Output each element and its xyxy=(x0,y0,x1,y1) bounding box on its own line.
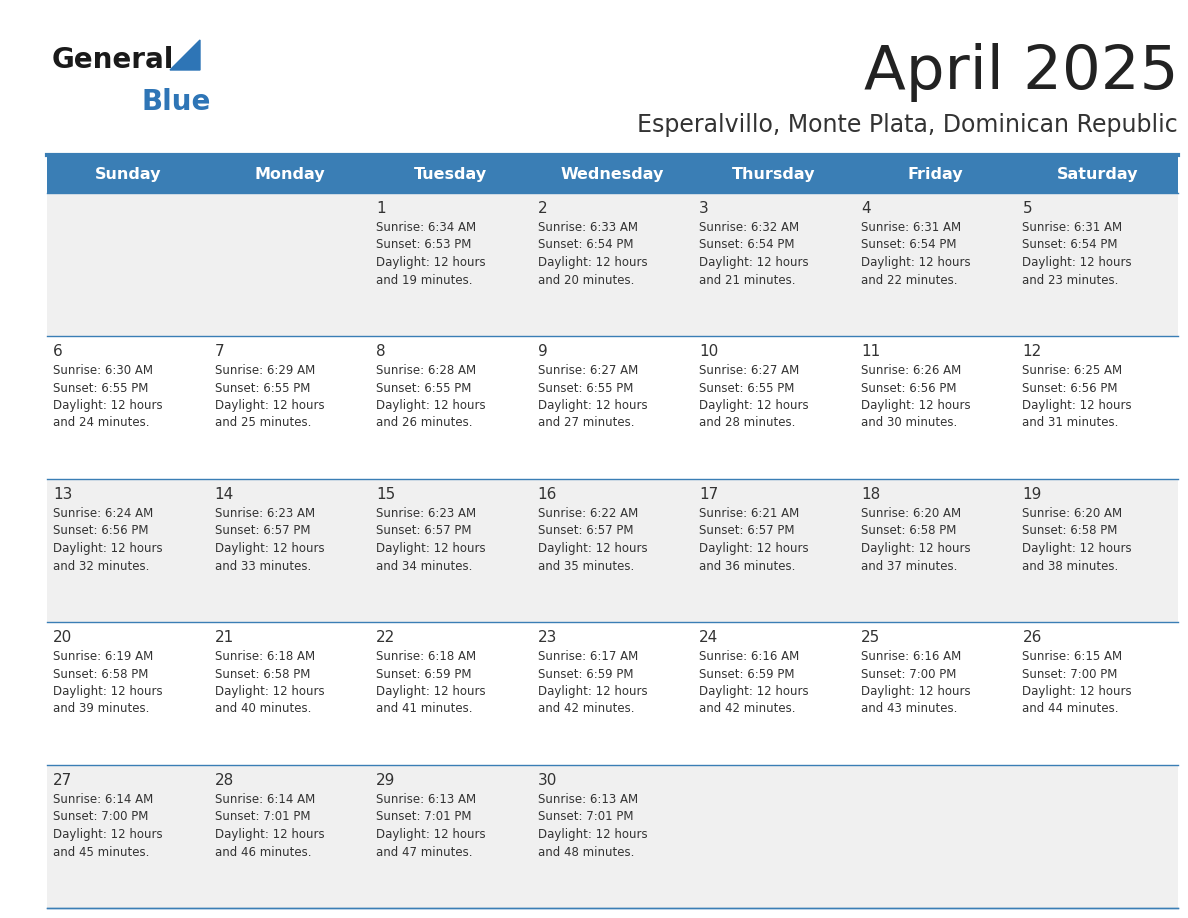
Text: 26: 26 xyxy=(1023,630,1042,645)
Text: 7: 7 xyxy=(215,344,225,359)
Text: Sunrise: 6:26 AM
Sunset: 6:56 PM
Daylight: 12 hours
and 30 minutes.: Sunrise: 6:26 AM Sunset: 6:56 PM Dayligh… xyxy=(861,364,971,430)
Text: Sunrise: 6:19 AM
Sunset: 6:58 PM
Daylight: 12 hours
and 39 minutes.: Sunrise: 6:19 AM Sunset: 6:58 PM Dayligh… xyxy=(53,650,163,715)
Text: Sunrise: 6:29 AM
Sunset: 6:55 PM
Daylight: 12 hours
and 25 minutes.: Sunrise: 6:29 AM Sunset: 6:55 PM Dayligh… xyxy=(215,364,324,430)
Text: Sunrise: 6:23 AM
Sunset: 6:57 PM
Daylight: 12 hours
and 33 minutes.: Sunrise: 6:23 AM Sunset: 6:57 PM Dayligh… xyxy=(215,507,324,573)
Text: Sunrise: 6:16 AM
Sunset: 7:00 PM
Daylight: 12 hours
and 43 minutes.: Sunrise: 6:16 AM Sunset: 7:00 PM Dayligh… xyxy=(861,650,971,715)
Text: Monday: Monday xyxy=(254,166,324,182)
Text: 18: 18 xyxy=(861,487,880,502)
Text: Sunrise: 6:27 AM
Sunset: 6:55 PM
Daylight: 12 hours
and 27 minutes.: Sunrise: 6:27 AM Sunset: 6:55 PM Dayligh… xyxy=(538,364,647,430)
Text: Sunrise: 6:31 AM
Sunset: 6:54 PM
Daylight: 12 hours
and 22 minutes.: Sunrise: 6:31 AM Sunset: 6:54 PM Dayligh… xyxy=(861,221,971,286)
Text: Sunrise: 6:25 AM
Sunset: 6:56 PM
Daylight: 12 hours
and 31 minutes.: Sunrise: 6:25 AM Sunset: 6:56 PM Dayligh… xyxy=(1023,364,1132,430)
Text: 27: 27 xyxy=(53,773,72,788)
Bar xyxy=(48,622,1178,765)
Text: Tuesday: Tuesday xyxy=(415,166,487,182)
Bar xyxy=(48,193,1178,336)
Text: Blue: Blue xyxy=(143,88,211,116)
Bar xyxy=(48,155,1178,193)
Bar xyxy=(48,765,1178,908)
Text: Sunrise: 6:27 AM
Sunset: 6:55 PM
Daylight: 12 hours
and 28 minutes.: Sunrise: 6:27 AM Sunset: 6:55 PM Dayligh… xyxy=(700,364,809,430)
Text: Sunrise: 6:28 AM
Sunset: 6:55 PM
Daylight: 12 hours
and 26 minutes.: Sunrise: 6:28 AM Sunset: 6:55 PM Dayligh… xyxy=(377,364,486,430)
Text: 8: 8 xyxy=(377,344,386,359)
Bar xyxy=(48,336,1178,479)
Text: Esperalvillo, Monte Plata, Dominican Republic: Esperalvillo, Monte Plata, Dominican Rep… xyxy=(637,113,1178,137)
Text: Sunrise: 6:20 AM
Sunset: 6:58 PM
Daylight: 12 hours
and 38 minutes.: Sunrise: 6:20 AM Sunset: 6:58 PM Dayligh… xyxy=(1023,507,1132,573)
Text: 19: 19 xyxy=(1023,487,1042,502)
Text: Sunrise: 6:21 AM
Sunset: 6:57 PM
Daylight: 12 hours
and 36 minutes.: Sunrise: 6:21 AM Sunset: 6:57 PM Dayligh… xyxy=(700,507,809,573)
Text: 23: 23 xyxy=(538,630,557,645)
Text: 29: 29 xyxy=(377,773,396,788)
Text: 12: 12 xyxy=(1023,344,1042,359)
Text: Sunrise: 6:22 AM
Sunset: 6:57 PM
Daylight: 12 hours
and 35 minutes.: Sunrise: 6:22 AM Sunset: 6:57 PM Dayligh… xyxy=(538,507,647,573)
Text: 11: 11 xyxy=(861,344,880,359)
Text: Sunrise: 6:20 AM
Sunset: 6:58 PM
Daylight: 12 hours
and 37 minutes.: Sunrise: 6:20 AM Sunset: 6:58 PM Dayligh… xyxy=(861,507,971,573)
Text: Sunday: Sunday xyxy=(95,166,162,182)
Text: Sunrise: 6:23 AM
Sunset: 6:57 PM
Daylight: 12 hours
and 34 minutes.: Sunrise: 6:23 AM Sunset: 6:57 PM Dayligh… xyxy=(377,507,486,573)
Bar xyxy=(48,479,1178,622)
Text: 17: 17 xyxy=(700,487,719,502)
Text: Sunrise: 6:17 AM
Sunset: 6:59 PM
Daylight: 12 hours
and 42 minutes.: Sunrise: 6:17 AM Sunset: 6:59 PM Dayligh… xyxy=(538,650,647,715)
Text: 2: 2 xyxy=(538,201,548,216)
Text: 9: 9 xyxy=(538,344,548,359)
Text: Sunrise: 6:31 AM
Sunset: 6:54 PM
Daylight: 12 hours
and 23 minutes.: Sunrise: 6:31 AM Sunset: 6:54 PM Dayligh… xyxy=(1023,221,1132,286)
Text: Sunrise: 6:24 AM
Sunset: 6:56 PM
Daylight: 12 hours
and 32 minutes.: Sunrise: 6:24 AM Sunset: 6:56 PM Dayligh… xyxy=(53,507,163,573)
Text: Sunrise: 6:34 AM
Sunset: 6:53 PM
Daylight: 12 hours
and 19 minutes.: Sunrise: 6:34 AM Sunset: 6:53 PM Dayligh… xyxy=(377,221,486,286)
Text: Sunrise: 6:14 AM
Sunset: 7:00 PM
Daylight: 12 hours
and 45 minutes.: Sunrise: 6:14 AM Sunset: 7:00 PM Dayligh… xyxy=(53,793,163,858)
Text: 22: 22 xyxy=(377,630,396,645)
Text: Sunrise: 6:33 AM
Sunset: 6:54 PM
Daylight: 12 hours
and 20 minutes.: Sunrise: 6:33 AM Sunset: 6:54 PM Dayligh… xyxy=(538,221,647,286)
Text: April 2025: April 2025 xyxy=(864,42,1178,102)
Text: Sunrise: 6:30 AM
Sunset: 6:55 PM
Daylight: 12 hours
and 24 minutes.: Sunrise: 6:30 AM Sunset: 6:55 PM Dayligh… xyxy=(53,364,163,430)
Text: Wednesday: Wednesday xyxy=(561,166,664,182)
Text: Sunrise: 6:18 AM
Sunset: 6:58 PM
Daylight: 12 hours
and 40 minutes.: Sunrise: 6:18 AM Sunset: 6:58 PM Dayligh… xyxy=(215,650,324,715)
Text: Sunrise: 6:32 AM
Sunset: 6:54 PM
Daylight: 12 hours
and 21 minutes.: Sunrise: 6:32 AM Sunset: 6:54 PM Dayligh… xyxy=(700,221,809,286)
Text: 4: 4 xyxy=(861,201,871,216)
Text: 24: 24 xyxy=(700,630,719,645)
Text: Sunrise: 6:13 AM
Sunset: 7:01 PM
Daylight: 12 hours
and 47 minutes.: Sunrise: 6:13 AM Sunset: 7:01 PM Dayligh… xyxy=(377,793,486,858)
Polygon shape xyxy=(170,40,200,70)
Text: Sunrise: 6:15 AM
Sunset: 7:00 PM
Daylight: 12 hours
and 44 minutes.: Sunrise: 6:15 AM Sunset: 7:00 PM Dayligh… xyxy=(1023,650,1132,715)
Text: 25: 25 xyxy=(861,630,880,645)
Text: 5: 5 xyxy=(1023,201,1032,216)
Text: 10: 10 xyxy=(700,344,719,359)
Text: 21: 21 xyxy=(215,630,234,645)
Text: Thursday: Thursday xyxy=(732,166,816,182)
Text: Sunrise: 6:16 AM
Sunset: 6:59 PM
Daylight: 12 hours
and 42 minutes.: Sunrise: 6:16 AM Sunset: 6:59 PM Dayligh… xyxy=(700,650,809,715)
Text: 28: 28 xyxy=(215,773,234,788)
Text: 6: 6 xyxy=(53,344,63,359)
Text: Sunrise: 6:18 AM
Sunset: 6:59 PM
Daylight: 12 hours
and 41 minutes.: Sunrise: 6:18 AM Sunset: 6:59 PM Dayligh… xyxy=(377,650,486,715)
Text: 30: 30 xyxy=(538,773,557,788)
Text: 16: 16 xyxy=(538,487,557,502)
Text: Sunrise: 6:13 AM
Sunset: 7:01 PM
Daylight: 12 hours
and 48 minutes.: Sunrise: 6:13 AM Sunset: 7:01 PM Dayligh… xyxy=(538,793,647,858)
Text: Friday: Friday xyxy=(908,166,963,182)
Text: 15: 15 xyxy=(377,487,396,502)
Text: Saturday: Saturday xyxy=(1056,166,1138,182)
Text: Sunrise: 6:14 AM
Sunset: 7:01 PM
Daylight: 12 hours
and 46 minutes.: Sunrise: 6:14 AM Sunset: 7:01 PM Dayligh… xyxy=(215,793,324,858)
Text: 1: 1 xyxy=(377,201,386,216)
Text: 3: 3 xyxy=(700,201,709,216)
Text: General: General xyxy=(52,46,175,74)
Text: 14: 14 xyxy=(215,487,234,502)
Text: 13: 13 xyxy=(53,487,72,502)
Text: 20: 20 xyxy=(53,630,72,645)
